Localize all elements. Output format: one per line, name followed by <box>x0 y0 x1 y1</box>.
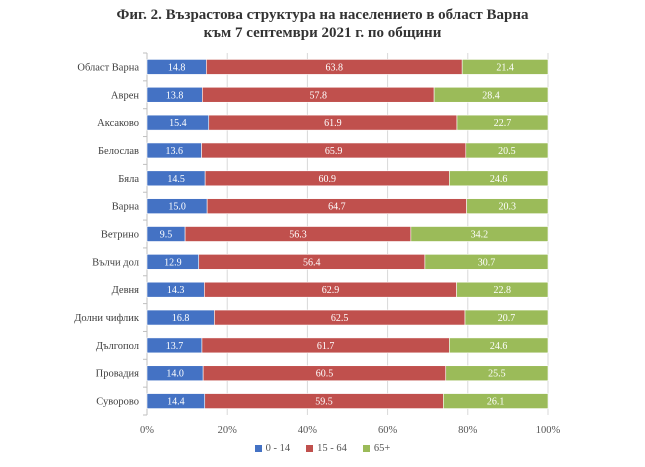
data-label: 34.2 <box>471 230 489 241</box>
x-tick-label: 60% <box>378 425 398 436</box>
data-label: 15.0 <box>168 202 186 213</box>
legend-swatch-15-64 <box>306 445 314 452</box>
bar-segment <box>466 198 549 214</box>
category-label: Дългопол <box>96 341 139 352</box>
data-label: 14.0 <box>166 369 184 380</box>
data-label: 61.7 <box>317 341 335 352</box>
data-label: 24.6 <box>490 341 508 352</box>
bar-segment <box>456 281 549 298</box>
bar-segment <box>433 86 549 103</box>
legend-swatch-0-14 <box>254 445 262 452</box>
data-label: 22.8 <box>494 285 512 296</box>
data-label: 64.7 <box>328 202 346 213</box>
data-label: 63.8 <box>326 62 344 73</box>
category-label: Вълчи дол <box>92 257 139 268</box>
x-tick-label: 20% <box>218 425 238 436</box>
data-label: 20.7 <box>498 313 516 324</box>
x-tick-label: 40% <box>298 425 318 436</box>
category-label: Белослав <box>98 146 139 157</box>
legend-label-65-plus: 65+ <box>373 443 391 454</box>
category-label: Аксаково <box>97 118 139 129</box>
bar-segment <box>456 114 549 131</box>
category-label: Бяла <box>118 174 139 185</box>
bar-segment <box>464 309 549 326</box>
legend-label-0-14: 0 - 14 <box>265 443 291 454</box>
category-label: Област Варна <box>77 62 139 73</box>
x-tick-label: 100% <box>536 425 561 436</box>
bar-segment <box>465 142 549 159</box>
category-label: Аврен <box>111 90 139 101</box>
data-label: 60.5 <box>316 369 334 380</box>
data-label: 13.7 <box>166 341 184 352</box>
category-label: Провадия <box>96 369 140 380</box>
x-tick-label: 0% <box>140 425 154 436</box>
data-label: 25.5 <box>488 369 506 380</box>
data-label: 28.4 <box>482 90 500 101</box>
data-label: 15.4 <box>169 118 187 129</box>
data-label: 56.3 <box>289 230 307 241</box>
category-label: Суворово <box>96 397 139 408</box>
data-label: 26.1 <box>487 397 505 408</box>
bar-segment <box>443 393 549 409</box>
x-tick-label: 80% <box>458 425 478 436</box>
data-label: 60.9 <box>318 174 336 185</box>
bar-segment <box>461 59 549 75</box>
category-label: Ветрино <box>101 230 139 241</box>
data-label: 24.6 <box>490 174 508 185</box>
data-label: 12.9 <box>164 257 182 268</box>
bar-segment <box>445 365 549 382</box>
data-label: 57.8 <box>309 90 327 101</box>
bar-segment <box>424 254 549 270</box>
data-label: 13.8 <box>166 90 184 101</box>
category-label: Девня <box>112 285 140 296</box>
data-label: 30.7 <box>478 257 496 268</box>
chart-title: Фиг. 2. Възрастова структура на населени… <box>0 6 645 42</box>
data-label: 20.5 <box>498 146 516 157</box>
legend-item-15-64: 15 - 64 <box>306 443 347 454</box>
data-label: 21.4 <box>496 62 514 73</box>
data-label: 56.4 <box>303 257 321 268</box>
data-label: 14.8 <box>168 62 186 73</box>
bar-segment <box>449 170 549 187</box>
legend: 0 - 14 15 - 64 65+ <box>0 443 645 454</box>
category-label: Варна <box>112 202 140 213</box>
bar-segment <box>449 337 549 354</box>
chart-title-line-2: към 7 септември 2021 г. по общини <box>203 25 442 41</box>
chart-title-line-1: Фиг. 2. Възрастова структура на населени… <box>116 7 529 23</box>
data-label: 9.5 <box>160 230 173 241</box>
bar-segment <box>410 226 549 242</box>
data-label: 65.9 <box>325 146 343 157</box>
data-label: 14.3 <box>167 285 185 296</box>
data-label: 22.7 <box>494 118 512 129</box>
data-label: 14.4 <box>167 397 185 408</box>
data-label: 16.8 <box>172 313 190 324</box>
data-label: 61.9 <box>324 118 342 129</box>
category-label: Долни чифлик <box>74 313 140 324</box>
legend-label-15-64: 15 - 64 <box>317 443 347 454</box>
data-label: 62.9 <box>322 285 340 296</box>
legend-swatch-65-plus <box>362 445 370 452</box>
data-label: 62.5 <box>331 313 349 324</box>
data-label: 14.5 <box>167 174 185 185</box>
data-label: 20.3 <box>499 202 517 213</box>
legend-item-65-plus: 65+ <box>362 443 391 454</box>
data-label: 59.5 <box>315 397 333 408</box>
legend-item-0-14: 0 - 14 <box>254 443 291 454</box>
data-label: 13.6 <box>166 146 184 157</box>
